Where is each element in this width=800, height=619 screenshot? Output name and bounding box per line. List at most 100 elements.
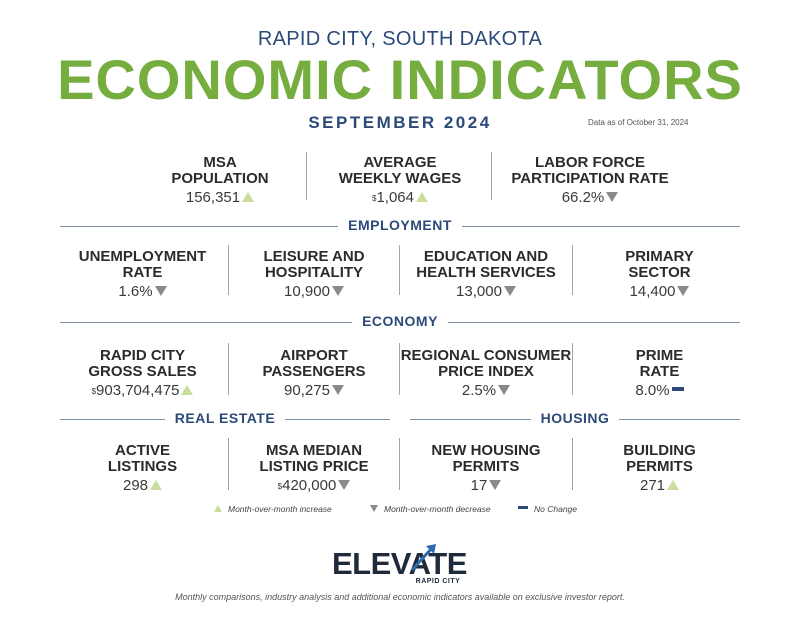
indicator-value-row: 13,000	[400, 283, 572, 301]
indicator-value: 90,275	[284, 382, 330, 399]
indicator-value: 10,900	[284, 283, 330, 300]
indicator-label: HOSPITALITY	[264, 264, 364, 281]
indicator-leisure-hospitality: LEISURE AND HOSPITALITY 10,900	[228, 249, 400, 301]
trend-down-icon	[370, 505, 378, 513]
trend-down-icon	[338, 480, 351, 491]
indicator-label: POPULATION	[171, 170, 269, 187]
divider	[228, 343, 229, 395]
trend-up-icon	[416, 192, 428, 203]
value-prefix: $	[91, 387, 97, 396]
indicator-unemployment-rate: UNEMPLOYMENT RATE 1.6%	[55, 249, 230, 301]
data-as-of: Data as of October 31, 2024	[588, 118, 689, 127]
indicator-value-row: $903,704,475	[55, 382, 230, 400]
value-prefix: $	[372, 194, 377, 203]
indicator-label: NEW HOUSING	[431, 442, 541, 459]
divider	[228, 245, 229, 295]
indicator-average-weekly-wages: AVERAGE WEEKLY WAGES $1,064	[310, 155, 490, 207]
indicator-value-row: 66.2%	[495, 189, 685, 207]
indicator-label: PARTICIPATION RATE	[511, 170, 669, 187]
indicator-label: MSA MEDIAN	[265, 442, 363, 459]
indicator-value-row: 1.6%	[55, 283, 230, 301]
housing-heading-wrap: HOUSING	[410, 410, 740, 428]
legend-label: Month-over-month increase	[228, 504, 332, 514]
indicator-label: BUILDING	[623, 442, 696, 459]
trend-down-icon	[606, 192, 619, 203]
legend-increase: Month-over-month increase	[214, 504, 332, 514]
indicator-education-health: EDUCATION AND HEALTH SERVICES 13,000	[400, 249, 572, 301]
indicator-value: 13,000	[456, 283, 502, 300]
legend-no-change: No Change	[518, 504, 577, 514]
indicator-label: RATE	[122, 264, 163, 281]
no-change-icon	[671, 387, 684, 392]
indicator-value-row: 14,400	[572, 283, 747, 301]
indicator-label: PRIME	[635, 347, 684, 364]
indicator-value-row: 17	[400, 477, 572, 495]
indicator-consumer-price-index: REGIONAL CONSUMER PRICE INDEX 2.5%	[398, 348, 574, 400]
legend-label: No Change	[534, 504, 578, 514]
section-heading-employment: EMPLOYMENT	[338, 217, 462, 233]
indicator-label: PASSENGERS	[262, 363, 366, 380]
indicator-value: 420,000	[282, 477, 337, 494]
indicator-prime-rate: PRIME RATE 8.0%	[572, 348, 747, 400]
indicator-value-row: 8.0%	[572, 382, 747, 400]
no-change-icon	[518, 506, 528, 510]
divider	[228, 438, 229, 490]
indicator-label: EDUCATION AND	[423, 248, 549, 265]
divider	[306, 152, 307, 200]
logo-word: ELEVATE	[332, 546, 467, 581]
trend-down-icon	[154, 286, 167, 297]
economy-heading-wrap: ECONOMY	[0, 313, 800, 331]
indicator-value: 17	[470, 477, 488, 494]
indicator-value-row: 298	[55, 477, 230, 495]
divider	[399, 343, 400, 395]
section-heading-economy: ECONOMY	[352, 313, 448, 329]
real-estate-heading-wrap: REAL ESTATE	[60, 410, 390, 428]
indicator-value: 298	[122, 477, 149, 494]
value-prefix: $	[277, 482, 283, 491]
indicator-value: 66.2%	[561, 189, 605, 206]
indicator-median-listing-price: MSA MEDIAN LISTING PRICE $420,000	[228, 443, 400, 495]
indicator-primary-sector: PRIMARY SECTOR 14,400	[572, 249, 747, 301]
trend-down-icon	[503, 286, 516, 297]
divider	[572, 438, 573, 490]
legend-decrease: Month-over-month decrease	[370, 504, 491, 514]
trend-up-icon	[667, 480, 680, 491]
indicator-label: WEEKLY WAGES	[338, 170, 462, 187]
indicator-label: LEISURE AND	[263, 248, 365, 265]
region-kicker: RAPID CITY, SOUTH DAKOTA	[257, 28, 543, 50]
trend-down-icon	[331, 286, 344, 297]
divider	[399, 245, 400, 295]
page-title: ECONOMIC INDICATORS	[57, 48, 743, 111]
logo-arrow-head	[426, 544, 436, 554]
indicator-airport-passengers: AIRPORT PASSENGERS 90,275	[228, 348, 400, 400]
trend-up-icon	[242, 192, 255, 203]
indicator-value-row: 156,351	[130, 189, 310, 207]
section-heading-real-estate: REAL ESTATE	[164, 410, 286, 426]
trend-up-icon	[150, 480, 163, 491]
indicator-label: AVERAGE	[363, 154, 437, 171]
trend-up-icon	[214, 505, 222, 513]
indicator-label: PERMITS	[626, 458, 693, 475]
indicator-value-row: 90,275	[228, 382, 400, 400]
indicator-value: 1.6%	[118, 283, 153, 300]
indicator-labor-force-participation: LABOR FORCE PARTICIPATION RATE 66.2%	[495, 155, 685, 207]
elevate-logo: ELEVATE RAPID CITY	[320, 540, 480, 586]
indicator-value-row: $420,000	[228, 477, 400, 495]
indicator-value: 2.5%	[461, 382, 497, 399]
trend-up-icon	[181, 385, 194, 396]
employment-heading-wrap: EMPLOYMENT	[0, 217, 800, 235]
indicator-value-row: 271	[572, 477, 747, 495]
report-month: SEPTEMBER 2024	[308, 113, 492, 132]
indicator-label: ACTIVE	[114, 442, 170, 459]
elevate-logo-mark: ELEVATE RAPID CITY	[332, 544, 467, 585]
indicator-label: RATE	[639, 363, 680, 380]
indicator-value: 1,064	[376, 189, 414, 206]
indicator-new-housing-permits: NEW HOUSING PERMITS 17	[400, 443, 572, 495]
indicator-label: PRIMARY	[625, 248, 694, 265]
indicator-label: UNEMPLOYMENT	[78, 248, 207, 265]
trend-down-icon	[677, 286, 690, 297]
trend-down-icon	[489, 480, 502, 491]
indicator-label: REGIONAL CONSUMER	[400, 347, 572, 364]
indicator-value: 156,351	[185, 189, 241, 206]
indicator-value-row: $1,064	[310, 189, 490, 207]
